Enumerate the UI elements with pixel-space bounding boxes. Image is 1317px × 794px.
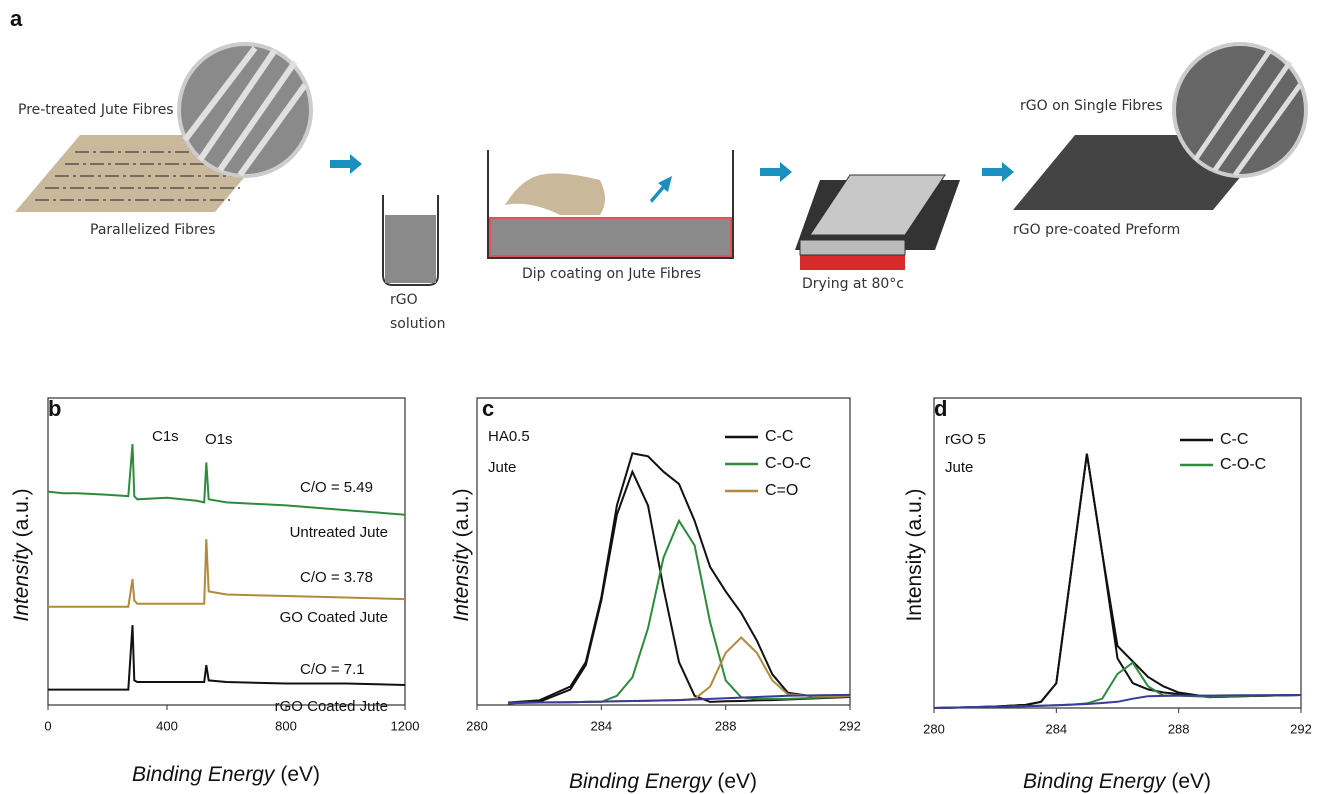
schematic-label: Pre-treated Jute Fibres [18, 102, 174, 118]
spectrum-line [934, 454, 1301, 708]
panel-letter: d [934, 396, 947, 421]
spectrum-line [48, 625, 405, 689]
x-axis-label-part: (eV) [280, 763, 320, 786]
figure: a b c d Pre-treated Jute Fibres Parallel… [0, 0, 1317, 794]
x-tick-label: 284 [590, 718, 612, 733]
x-tick-label: 288 [1168, 721, 1190, 736]
annotation: HA0.5 [488, 428, 530, 445]
y-axis-label-part: (a.u.) [450, 488, 473, 537]
legend-label: C-O-C [765, 455, 811, 472]
schematic [15, 44, 1306, 285]
annotation: C/O = 5.49 [300, 479, 373, 496]
schematic-label: Dip coating on Jute Fibres [522, 266, 701, 282]
x-axis-label-part: (eV) [1171, 770, 1211, 793]
x-tick-label: 800 [275, 718, 297, 733]
annotation: C/O = 7.1 [300, 661, 365, 678]
plot-frame [477, 398, 850, 705]
annotation: Untreated Jute [290, 524, 388, 541]
x-tick-label: 280 [466, 718, 488, 733]
schematic-label: rGO on Single Fibres [1020, 98, 1163, 114]
x-axis-label-part: (eV) [717, 770, 757, 793]
schematic-label: solution [390, 316, 445, 332]
legend-label: C=O [765, 482, 798, 499]
schematic-label: rGO pre-coated Preform [1013, 222, 1180, 238]
beaker-solution [385, 215, 436, 283]
annotation: Jute [945, 459, 973, 476]
x-tick-label: 1200 [391, 718, 420, 733]
x-tick-label: 284 [1045, 721, 1067, 736]
y-axis-label-part: (a.u.) [10, 488, 33, 537]
x-tick-label: 292 [1290, 721, 1312, 736]
y-axis-label: Intensity (a.u.) [450, 488, 473, 621]
y-axis-label: Intensity (a.u.) [10, 488, 33, 621]
annotation: C1s [152, 428, 179, 445]
spectrum-line [508, 521, 850, 703]
panel-letter: c [482, 396, 494, 421]
x-axis-label-part: Binding Energy [132, 763, 276, 786]
annotation: O1s [205, 431, 233, 448]
x-axis-label-part: Binding Energy [569, 770, 713, 793]
spectrum-line [508, 453, 850, 702]
x-tick-label: 400 [156, 718, 178, 733]
legend-label: C-C [1220, 431, 1248, 448]
x-tick-label: 280 [923, 721, 945, 736]
annotation: Jute [488, 459, 516, 476]
legend-label: C-O-C [1220, 456, 1266, 473]
y-axis-label: Intensity (a.u.) [903, 488, 926, 621]
y-axis-label-part: Intensity (a.u.) [903, 488, 926, 621]
x-axis-label-part: Binding Energy [1023, 770, 1167, 793]
y-axis-label-part: Intensity [10, 542, 33, 622]
panel-letter: b [48, 396, 61, 421]
x-tick-label: 0 [44, 718, 51, 733]
x-axis-label: Binding Energy(eV) [132, 763, 320, 786]
annotation: C/O = 3.78 [300, 569, 373, 586]
spectrum-line [508, 472, 850, 704]
panel-letter: a [10, 6, 23, 31]
schematic-label: Parallelized Fibres [90, 222, 215, 238]
x-tick-label: 292 [839, 718, 861, 733]
annotation: rGO Coated Jute [275, 698, 388, 715]
annotation: rGO 5 [945, 431, 986, 448]
schematic-label: Drying at 80°c [802, 276, 904, 292]
legend-label: C-C [765, 428, 793, 445]
y-axis-label-part: Intensity [450, 542, 473, 622]
dip-bath [490, 218, 731, 256]
x-axis-label: Binding Energy(eV) [1023, 770, 1211, 793]
annotation: GO Coated Jute [280, 609, 388, 626]
schematic-label: rGO [390, 292, 418, 308]
spectrum-line [934, 454, 1301, 708]
x-axis-label: Binding Energy(eV) [569, 770, 757, 793]
x-tick-label: 288 [715, 718, 737, 733]
